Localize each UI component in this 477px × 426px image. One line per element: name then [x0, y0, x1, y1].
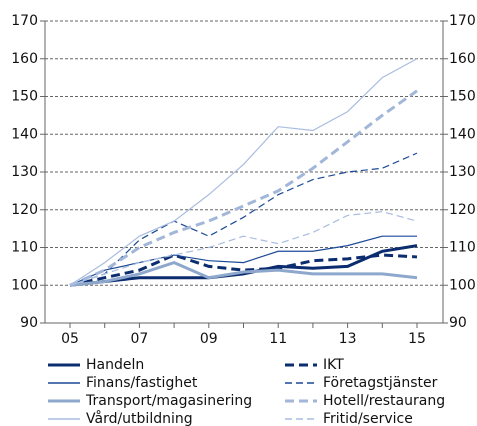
legend-label: Handeln	[86, 357, 144, 373]
x-tick-label: 07	[130, 331, 148, 347]
series-line	[69, 58, 418, 286]
series-line	[69, 260, 418, 287]
series-line	[69, 244, 418, 287]
legend-label: Vård/utbildning	[86, 410, 193, 426]
y-tick-label: 110	[11, 240, 38, 256]
series-line	[69, 89, 418, 287]
y-tick-label: 90	[20, 315, 38, 331]
legend-label: Företagstjänster	[323, 375, 438, 391]
y2-tick-label: 110	[449, 240, 476, 256]
y-tick-label: 120	[11, 202, 38, 218]
y2-tick-label: 90	[449, 315, 467, 331]
legend-label: Transport/magasinering	[85, 393, 252, 409]
y-tick-label: 100	[11, 277, 38, 293]
y-tick-label: 170	[11, 13, 38, 29]
y2-tick-label: 120	[449, 202, 476, 218]
y-tick-label: 150	[11, 89, 38, 105]
series-line	[69, 253, 418, 287]
series-line	[69, 152, 418, 286]
legend-label: Hotell/restaurang	[323, 393, 445, 409]
x-tick-label: 05	[61, 331, 79, 347]
series-line	[69, 235, 417, 286]
y-tick-label: 130	[11, 164, 38, 180]
x-tick-label: 09	[200, 331, 218, 347]
y2-tick-label: 150	[449, 89, 476, 105]
y2-tick-label: 170	[449, 13, 476, 29]
legend-label: IKT	[323, 357, 344, 373]
series-line	[69, 211, 418, 286]
y2-tick-label: 140	[449, 126, 476, 142]
y2-tick-label: 130	[449, 164, 476, 180]
y-tick-label: 140	[11, 126, 38, 142]
y-tick-label: 160	[11, 51, 38, 67]
legend-label: Finans/fastighet	[86, 375, 198, 391]
x-tick-label: 11	[269, 331, 287, 347]
x-tick-label: 13	[339, 331, 357, 347]
y2-tick-label: 100	[449, 277, 476, 293]
y2-tick-label: 160	[449, 51, 476, 67]
legend-label: Fritid/service	[323, 411, 413, 426]
x-tick-label: 15	[408, 331, 426, 347]
